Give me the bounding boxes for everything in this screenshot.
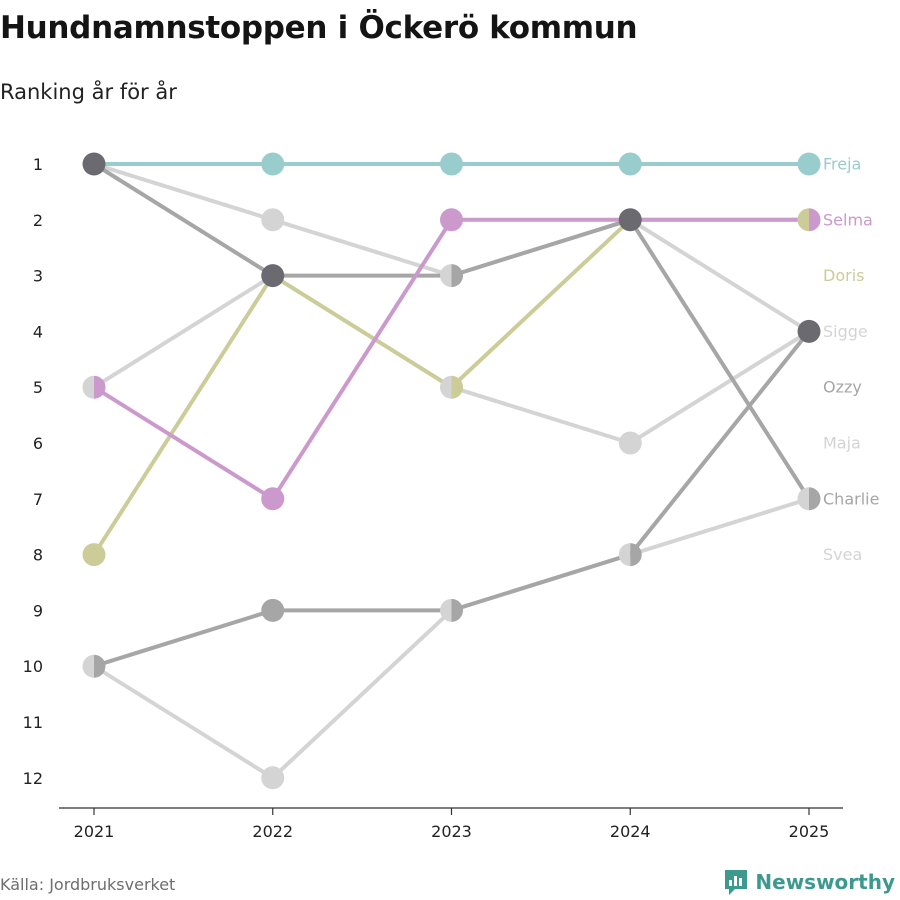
marker-2021-rank-8-doris [82,543,106,567]
y-tick-label-8: 8 [33,546,43,565]
marker-2023-rank-3-charlie [451,264,464,288]
marker-2025-rank-7-charlie [809,487,821,511]
marker-2022-rank-12-svea [261,766,285,790]
legend-label-ozzy: Ozzy [823,378,862,397]
marker-2023-rank-5-sigge [440,375,452,399]
marker-2023-rank-5-doris [451,375,464,399]
source-note: Källa: Jordbruksverket [0,875,176,894]
y-tick-label-3: 3 [33,267,43,286]
marker-2025-rank-1-freja [797,152,821,176]
marker-2022-rank-7-selma [261,487,285,511]
x-tick-label-2024: 2024 [610,822,651,841]
y-tick-label-12: 12 [23,769,43,788]
series-line-selma [92,217,811,501]
legend-label-svea: Svea [823,545,862,564]
chart-title: Hundnamnstoppen i Öckerö kommun [0,10,638,46]
y-tick-label-11: 11 [23,713,43,732]
marker-2024-rank-8-svea [618,543,631,567]
marker-2022-rank-1-freja [261,152,285,176]
marker-2022-rank-9-ozzy [261,598,285,622]
y-tick-label-10: 10 [23,657,43,676]
marker-2021-rank-10-svea [82,654,94,678]
x-axis-ticks: 2021 2022 2023 2024 2025 [74,808,830,841]
series-lines [92,162,811,780]
series-line-sigge [92,273,811,445]
legend-label-freja: Freja [823,155,861,174]
x-tick-label-2023: 2023 [431,822,472,841]
marker-2021-rank-10-ozzy [94,654,106,678]
marker-2024-rank-2 [618,208,642,232]
legend-label-charlie: Charlie [823,489,879,508]
marker-2025-rank-2-doris [797,208,809,232]
y-tick-label-6: 6 [33,434,43,453]
marker-2021-rank-5-selma [94,375,106,399]
marker-2023-rank-9-ozzy [451,598,464,622]
marker-2023-rank-2-selma [440,208,463,232]
marker-2025-rank-2-selma [809,208,821,232]
marker-2023-rank-1-freja [440,152,463,176]
series-line-svea [92,496,811,780]
chart-subtitle: Ranking år för år [0,80,177,104]
marker-2023-rank-3-maja [440,264,452,288]
legend-label-sigge: Sigge [823,322,868,341]
x-tick-label-2025: 2025 [789,822,830,841]
legend-label-doris: Doris [823,266,864,285]
marker-2022-rank-2-maja [261,208,285,232]
newsworthy-logo-icon [725,870,748,895]
brand-logo: Newsworthy [723,868,895,896]
legend-label-maja: Maja [823,434,861,453]
marker-2024-rank-8-ozzy [630,543,642,567]
marker-2025-rank-4 [797,319,821,343]
x-tick-label-2022: 2022 [252,822,293,841]
y-tick-label-9: 9 [33,601,43,620]
y-tick-label-1: 1 [33,155,43,174]
series-line-maja [92,162,811,334]
marker-2021-rank-1 [82,152,106,176]
y-tick-label-7: 7 [33,490,43,509]
y-tick-label-4: 4 [33,322,43,341]
x-tick-label-2021: 2021 [74,822,115,841]
legend-label-selma: Selma [823,210,873,229]
marker-2025-rank-7-svea [797,487,809,511]
series-markers [82,152,821,790]
marker-2022-rank-3 [261,264,285,288]
y-tick-label-2: 2 [33,211,43,230]
marker-2024-rank-1-freja [618,152,642,176]
marker-2021-rank-5-sigge [82,375,94,399]
legend: Freja Selma Doris Sigge Ozzy Maja Charlie Svea [823,155,879,565]
y-tick-label-5: 5 [33,378,43,397]
brand-name: Newsworthy [755,870,895,894]
marker-2024-rank-6-sigge [618,431,642,455]
marker-2023-rank-9-svea [440,598,452,622]
